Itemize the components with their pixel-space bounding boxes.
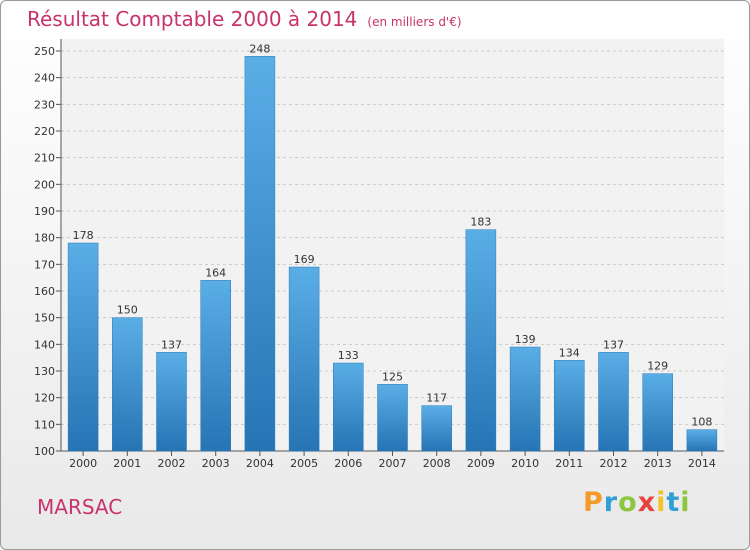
x-axis-labels: 2000 2001 2002 2003 2004 2005 2006 2007 2008 2009…: [69, 451, 716, 470]
x-tick-label: 2008: [423, 457, 451, 470]
y-tick-label: 180: [34, 232, 55, 245]
bar-2004: [244, 56, 276, 452]
value-label: 183: [470, 216, 491, 229]
value-label: 134: [559, 346, 580, 359]
x-tick-label: 2014: [688, 457, 716, 470]
logo-letter: i: [680, 487, 691, 518]
y-tick-label: 130: [34, 365, 55, 378]
value-label: 248: [249, 42, 270, 55]
value-label: 139: [515, 333, 536, 346]
proxiti-logo: Proxiti: [583, 487, 691, 518]
y-tick-label: 240: [34, 72, 55, 85]
x-tick-label: 2001: [113, 457, 141, 470]
y-axis-labels: 100 110 120 130 140 150 160 170 180 190 200 210 220 2…: [34, 45, 55, 458]
y-tick-label: 190: [34, 205, 55, 218]
x-tick-label: 2013: [644, 457, 672, 470]
bar-2012: [598, 352, 629, 452]
bar-2013: [642, 373, 673, 452]
y-tick-label: 160: [34, 285, 55, 298]
value-label: 117: [426, 392, 447, 405]
logo-letter: i: [656, 487, 667, 518]
y-tick-label: 210: [34, 152, 55, 165]
value-label: 169: [294, 253, 315, 266]
y-tick-label: 110: [34, 418, 55, 431]
bar-2008: [421, 405, 452, 452]
bar-2010: [509, 346, 541, 452]
logo-letter: x: [637, 487, 657, 518]
x-tick-label: 2009: [467, 457, 495, 470]
value-label: 137: [603, 338, 624, 351]
x-tick-label: 2010: [511, 457, 539, 470]
value-label: 178: [73, 229, 94, 242]
bar-2007: [377, 384, 408, 452]
y-tick-label: 230: [34, 98, 55, 111]
x-tick-label: 2000: [69, 457, 97, 470]
logo-letter: P: [583, 487, 604, 518]
y-tick-label: 150: [34, 312, 55, 325]
x-tick-label: 2003: [202, 457, 230, 470]
bar-2009: [465, 229, 497, 452]
bar-2003: [200, 280, 231, 452]
value-label: 125: [382, 370, 403, 383]
x-tick-label: 2011: [555, 457, 583, 470]
bar-2011: [554, 360, 585, 452]
x-tick-label: 2004: [246, 457, 274, 470]
bars: [67, 56, 718, 452]
place-name: MARSAC: [37, 495, 123, 519]
value-label: 150: [117, 304, 138, 317]
value-label: 133: [338, 349, 359, 362]
x-tick-label: 2005: [290, 457, 318, 470]
y-tick-label: 120: [34, 392, 55, 405]
value-labels: 178 150 137 164 248 169 133 125 117 183 139 134 137 1…: [73, 42, 713, 428]
y-tick-label: 220: [34, 125, 55, 138]
logo-letter: r: [603, 487, 619, 518]
bar-2000: [67, 242, 99, 452]
y-tick-label: 100: [34, 445, 55, 458]
x-tick-label: 2012: [600, 457, 628, 470]
y-tick-label: 170: [34, 258, 55, 271]
logo-letter: t: [666, 487, 681, 518]
bar-2014: [686, 429, 718, 452]
chart-subtitle: (en milliers d'€): [367, 15, 462, 29]
bar-2001: [112, 317, 143, 452]
bar-2006: [333, 362, 364, 452]
x-tick-label: 2007: [379, 457, 407, 470]
y-tick-label: 250: [34, 45, 55, 58]
value-label: 137: [161, 338, 182, 351]
x-tick-label: 2002: [158, 457, 186, 470]
y-tick-label: 140: [34, 338, 55, 351]
value-label: 108: [691, 416, 712, 429]
chart-title: Résultat Comptable 2000 à 2014 (en millie…: [27, 7, 462, 31]
value-label: 129: [647, 360, 668, 373]
logo-letter: o: [618, 487, 638, 518]
bar-2002: [156, 352, 187, 452]
x-tick-label: 2006: [334, 457, 362, 470]
value-label: 164: [205, 266, 226, 279]
chart-title-text: Résultat Comptable 2000 à 2014: [27, 7, 358, 31]
y-tick-label: 200: [34, 178, 55, 191]
bar-2005: [288, 266, 320, 452]
